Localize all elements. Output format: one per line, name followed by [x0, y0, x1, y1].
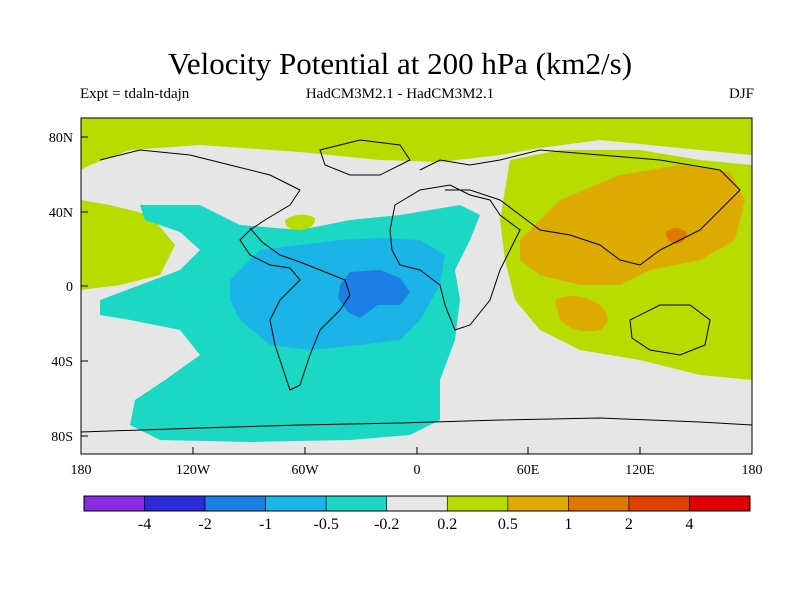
colorbar-swatch	[204, 495, 266, 512]
colorbar-swatch	[83, 495, 145, 512]
lat-label: 40S	[51, 355, 73, 370]
colorbar-label: -2	[198, 516, 211, 533]
lat-label: 80S	[51, 430, 73, 445]
orange-region-indian-ocean	[555, 296, 608, 332]
colorbar-label: -0.5	[314, 516, 339, 533]
colorbar-swatch	[628, 495, 690, 512]
coastlines	[81, 139, 752, 433]
colorbar-swatch	[144, 495, 206, 512]
colorbar-swatch	[446, 495, 509, 512]
positive-band-north	[81, 118, 752, 170]
americas-coast	[99, 149, 351, 391]
colorbar-swatch	[568, 495, 630, 512]
colorbar-label: 0.2	[437, 516, 457, 533]
colorbar-labels: -4 -2 -1 -0.5 -0.2 0.2 0.5 1 2 4	[138, 516, 694, 533]
experiment-label: Expt = tdaln-tdajn	[80, 86, 190, 102]
orange-region-asia	[520, 165, 745, 285]
australia-coast	[629, 304, 711, 356]
antarctica-coast	[81, 417, 752, 433]
colorbar-swatch	[386, 495, 448, 512]
colorbar-swatch	[689, 495, 751, 512]
lon-label: 180	[742, 463, 763, 478]
colorbar-label: -4	[138, 516, 151, 533]
colorbar-frame	[83, 495, 751, 512]
colorbar-label: 1	[564, 516, 572, 533]
axis-ticks	[80, 136, 753, 454]
dark-orange-spot	[666, 228, 687, 244]
lon-label: 60E	[517, 463, 540, 478]
lon-label: 180	[71, 463, 92, 478]
colorbar-swatch	[325, 495, 388, 512]
model-label: HadCM3M2.1 - HadCM3M2.1	[305, 86, 495, 102]
colorbar-label: -1	[259, 516, 272, 533]
negative-core-blue	[338, 270, 410, 318]
colorbar-swatch	[265, 495, 327, 512]
positive-blob-atlantic	[285, 214, 315, 230]
page-title: Velocity Potential at 200 hPa (km2/s)	[167, 46, 633, 81]
positive-band-west	[81, 200, 175, 290]
lon-label: 120E	[625, 463, 655, 478]
lat-label: 0	[66, 280, 73, 295]
colorbar-label: 4	[685, 516, 693, 533]
lat-label: 40N	[49, 206, 73, 221]
lon-label: 120W	[176, 463, 211, 478]
lon-label: 0	[414, 463, 421, 478]
season-label: DJF	[728, 86, 754, 102]
colorbar-swatch	[507, 495, 569, 512]
colorbar-label: 0.5	[498, 516, 518, 533]
greenland-coast	[319, 139, 411, 176]
lon-labels: 180 120W 60W 0 60E 120E 180	[71, 463, 763, 478]
africa-coast	[389, 184, 521, 331]
lat-label: 80N	[49, 131, 73, 146]
eurasia-coast	[419, 149, 741, 266]
lat-labels: 80N 40N 0 40S 80S	[49, 131, 73, 445]
colorbar-label: 2	[625, 516, 633, 533]
lon-label: 60W	[291, 463, 319, 478]
colorbar-label: -0.2	[374, 516, 399, 533]
contour-field	[81, 118, 752, 454]
negative-band-light-blue	[230, 238, 445, 350]
colorbar-swatches	[83, 495, 751, 512]
